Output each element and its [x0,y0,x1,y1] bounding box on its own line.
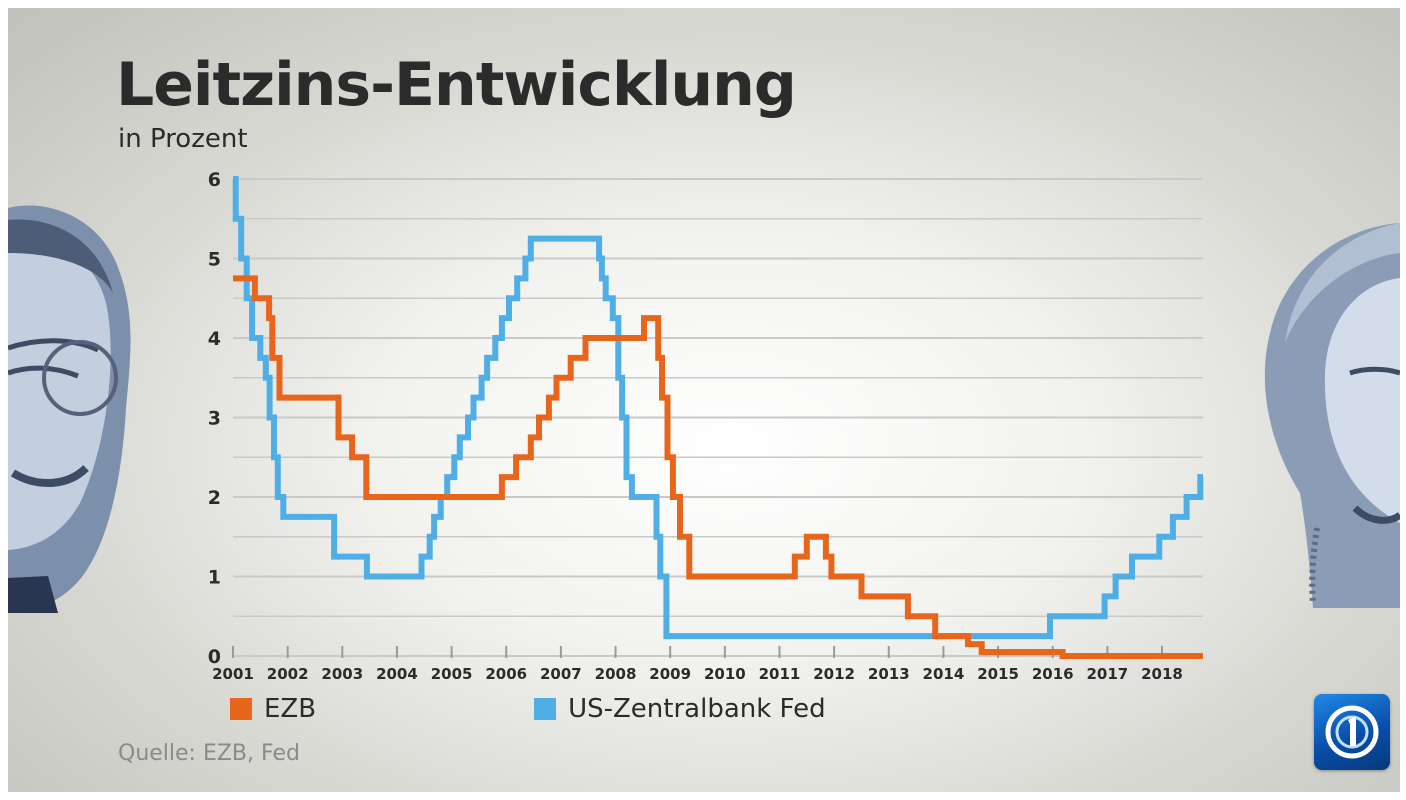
chart-title: Leitzins-Entwicklung [116,50,797,120]
y-tick-label: 5 [208,249,221,271]
chart-subtitle: in Prozent [118,124,248,154]
portrait-right-icon [1245,223,1400,608]
portrait-left-icon [8,198,138,618]
y-tick-labels: 0 1 2 3 4 5 6 [208,169,221,668]
x-tick-label: 2015 [977,665,1019,683]
x-tick-label: 2004 [376,665,418,683]
x-tick-label: 2002 [267,665,309,683]
broadcaster-logo-icon [1314,694,1390,770]
x-tick-label: 2003 [321,665,363,683]
legend-item-fed: US-Zentralbank Fed [534,694,826,724]
series-line-ezb [233,275,1203,659]
y-tick-label: 3 [208,408,221,430]
y-tick-label: 0 [208,646,221,668]
chart-legend: EZB US-Zentralbank Fed [230,694,1044,724]
x-tick-label: 2016 [1032,665,1074,683]
x-tick-label: 2012 [813,665,855,683]
x-tick-label: 2007 [540,665,582,683]
y-tick-label: 1 [208,567,221,589]
x-tick-label: 2005 [431,665,473,683]
grid-lines [233,178,1203,657]
x-tick-labels: 2001 2002 2003 2004 2005 2006 2007 2008 2009 2010… [212,646,1183,683]
interest-rate-chart: 0 1 2 3 4 5 6 2001 2002 2003 2004 2005 2006 2007 2008… [208,169,1204,683]
legend-label-ezb: EZB [264,694,317,724]
y-tick-label: 4 [208,328,221,350]
x-tick-label: 2014 [923,665,965,683]
x-tick-label: 2011 [759,665,801,683]
source-note: Quelle: EZB, Fed [118,741,300,766]
x-tick-label: 2010 [704,665,746,683]
x-tick-label: 2009 [649,665,691,683]
infographic-panel: Leitzins-Entwicklung in Prozent 0 1 2 3 4 5 6 … [8,8,1400,792]
x-tick-label: 2008 [595,665,637,683]
series-line-fed [232,176,1204,640]
x-tick-label: 2017 [1086,665,1128,683]
y-tick-label: 2 [208,487,221,509]
x-tick-label: 2013 [868,665,910,683]
x-tick-label: 2006 [485,665,527,683]
x-tick-label: 2001 [212,665,254,683]
legend-swatch-fed [534,698,557,720]
y-tick-label: 6 [208,169,221,191]
legend-label-fed: US-Zentralbank Fed [568,694,826,724]
legend-item-ezb: EZB [230,694,316,724]
legend-swatch-ezb [230,698,252,720]
series-lines [232,176,1204,659]
x-tick-label: 2018 [1141,665,1183,683]
